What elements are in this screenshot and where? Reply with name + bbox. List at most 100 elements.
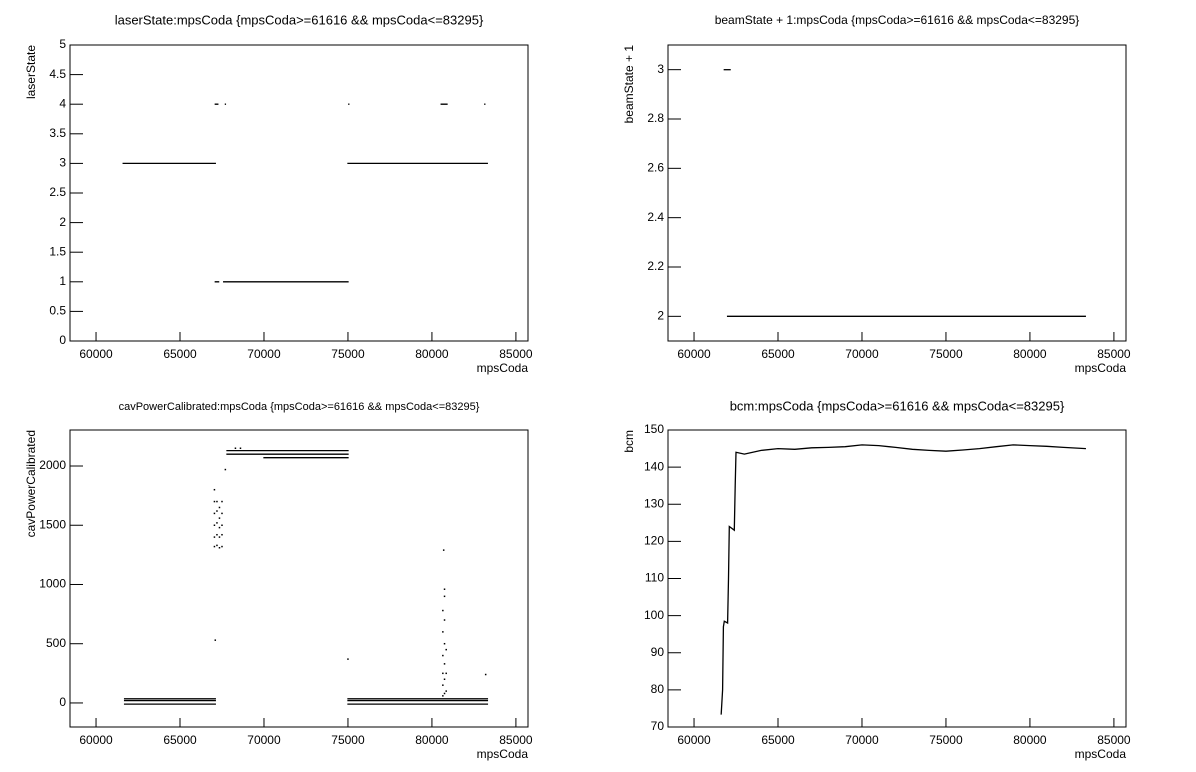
x-axis-label: mpsCoda <box>477 747 529 761</box>
y-axis-label: laserState <box>24 45 38 99</box>
x-tick-label: 80000 <box>1013 347 1047 361</box>
x-axis-label: mpsCoda <box>1075 747 1127 761</box>
data-point <box>221 533 223 536</box>
y-axis-label: beamState + 1 <box>622 45 636 124</box>
data-point <box>442 654 444 657</box>
y-tick-label: 140 <box>644 459 664 473</box>
y-tick-label: 2.2 <box>647 259 664 273</box>
chart-title: cavPowerCalibrated:mpsCoda {mpsCoda>=616… <box>119 401 480 413</box>
data-point <box>221 545 223 548</box>
y-tick-label: 2.5 <box>49 185 66 199</box>
y-tick-label: 5 <box>59 37 66 51</box>
x-tick-label: 65000 <box>761 733 795 747</box>
x-tick-label: 75000 <box>929 733 963 747</box>
x-tick-label: 70000 <box>247 733 281 747</box>
y-tick-label: 4.5 <box>49 67 66 81</box>
data-point <box>445 690 447 692</box>
y-tick-label: 90 <box>651 645 665 659</box>
data-point <box>221 512 223 515</box>
data-point <box>442 684 444 686</box>
y-tick-label: 1500 <box>39 517 66 531</box>
data-point <box>213 512 216 515</box>
x-tick-label: 60000 <box>677 733 711 747</box>
y-tick-label: 2 <box>657 309 664 323</box>
x-tick-label: 70000 <box>247 347 281 361</box>
x-tick-label: 80000 <box>1013 733 1047 747</box>
data-point <box>442 672 444 675</box>
x-tick-label: 60000 <box>677 347 711 361</box>
data-point <box>213 545 216 548</box>
x-tick-label: 65000 <box>761 347 795 361</box>
data-point <box>234 447 237 449</box>
data-point <box>216 510 218 512</box>
y-tick-label: 2.6 <box>647 161 664 175</box>
data-point <box>445 672 447 675</box>
data-point <box>443 619 446 621</box>
x-axis-label: mpsCoda <box>1075 361 1127 375</box>
x-tick-label: 75000 <box>331 347 365 361</box>
y-tick-label: 3 <box>657 62 664 76</box>
x-tick-label: 75000 <box>929 347 963 361</box>
data-point <box>443 663 446 665</box>
data-point <box>443 692 446 695</box>
y-tick-label: 150 <box>644 422 664 436</box>
y-tick-label: 100 <box>644 608 664 622</box>
data-point <box>218 517 221 519</box>
x-tick-label: 85000 <box>1097 733 1131 747</box>
y-tick-label: 80 <box>651 682 665 696</box>
y-tick-label: 2 <box>59 215 66 229</box>
y-tick-label: 70 <box>651 719 665 733</box>
data-point <box>443 642 446 645</box>
data-point <box>216 500 218 503</box>
y-tick-label: 2000 <box>39 458 66 472</box>
y-tick-label: 110 <box>645 571 664 585</box>
y-tick-label: 120 <box>644 534 664 548</box>
data-point <box>221 500 223 503</box>
data-point <box>213 524 216 526</box>
chart-title: beamState + 1:mpsCoda {mpsCoda>=61616 &&… <box>715 13 1080 27</box>
data-point <box>213 500 216 503</box>
x-tick-label: 85000 <box>1097 347 1131 361</box>
plot-frame <box>69 429 529 728</box>
data-point <box>218 536 221 538</box>
y-tick-label: 1.5 <box>49 244 66 258</box>
x-tick-label: 60000 <box>79 347 113 361</box>
y-tick-label: 3.5 <box>49 126 66 140</box>
x-tick-label: 60000 <box>79 733 113 747</box>
plot-frame <box>667 429 1127 728</box>
y-tick-label: 4 <box>59 96 66 110</box>
data-point <box>239 447 242 449</box>
data-line <box>720 444 1086 715</box>
data-point <box>443 678 446 681</box>
data-point <box>213 536 216 538</box>
y-tick-label: 1 <box>59 274 66 288</box>
data-point <box>443 588 446 590</box>
data-point <box>216 544 218 547</box>
data-point <box>216 533 218 536</box>
x-tick-label: 70000 <box>845 347 879 361</box>
data-point <box>213 488 216 491</box>
x-tick-label: 65000 <box>163 733 197 747</box>
plot-frame <box>667 44 1127 342</box>
data-point <box>218 506 221 509</box>
x-tick-label: 80000 <box>415 733 449 747</box>
data-point <box>224 468 227 471</box>
y-axis-label: cavPowerCalibrated <box>24 430 38 537</box>
x-tick-label: 80000 <box>415 347 449 361</box>
data-point <box>216 522 218 524</box>
y-tick-label: 2.4 <box>647 210 664 224</box>
chart-title: laserState:mpsCoda {mpsCoda>=61616 && mp… <box>115 12 484 27</box>
y-tick-label: 0 <box>59 695 66 709</box>
y-tick-label: 1000 <box>39 577 66 591</box>
y-tick-label: 130 <box>644 496 664 510</box>
data-point <box>484 673 487 676</box>
chart-title: bcm:mpsCoda {mpsCoda>=61616 && mpsCoda<=… <box>730 398 1065 413</box>
plot-frame <box>69 44 529 342</box>
data-point <box>347 658 349 660</box>
x-tick-label: 85000 <box>499 733 533 747</box>
x-tick-label: 65000 <box>163 347 197 361</box>
data-point <box>221 524 223 526</box>
data-point <box>442 609 444 612</box>
data-point <box>445 648 447 651</box>
